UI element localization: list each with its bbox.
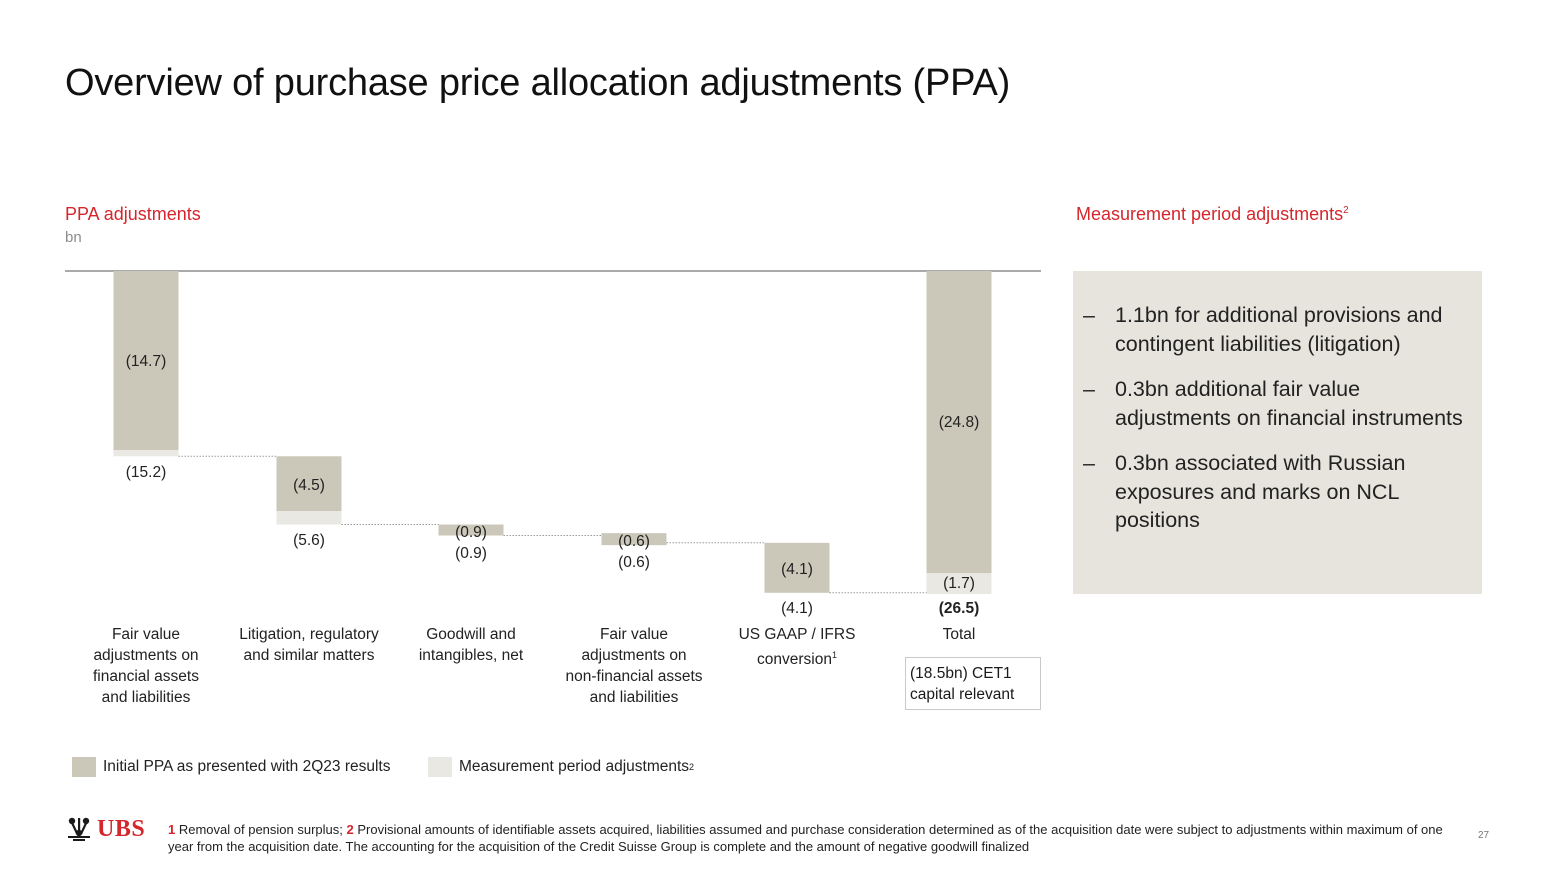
bar-initial-0	[113, 271, 179, 451]
cet1-callout: (18.5bn) CET1 capital relevant	[905, 657, 1041, 710]
side-list-item: – 0.3bn additional fair value adjustment…	[1083, 375, 1466, 432]
measurement-adjustments-box: – 1.1bn for additional provisions and co…	[1073, 271, 1482, 594]
data-label-initial-2: (0.9)	[455, 524, 487, 541]
category-label-line: conversion1	[757, 650, 837, 669]
data-label-total-5: (26.5)	[939, 600, 980, 617]
category-label-line: adjustments on	[93, 647, 199, 664]
legend-label-initial: Initial PPA as presented with 2Q23 resul…	[103, 758, 391, 775]
bullet-dash: –	[1083, 303, 1095, 327]
footnote-1-text: Removal of pension surplus;	[178, 822, 343, 837]
data-label-total-0: (15.2)	[126, 464, 167, 481]
data-label-initial-4: (4.1)	[781, 561, 813, 578]
category-label-4: US GAAP / IFRS conversion1	[712, 624, 882, 670]
category-label-line: and liabilities	[589, 689, 679, 706]
category-label-1: Litigation, regulatory and similar matter…	[224, 624, 394, 666]
callout-line-2: capital relevant	[910, 686, 1015, 703]
data-label-measurement-5: (1.7)	[943, 575, 975, 592]
category-label-line: adjustments on	[581, 647, 687, 664]
category-label-line: intangibles, net	[418, 647, 524, 664]
footnote-2-number: 2	[346, 822, 354, 837]
legend-footnote-measurement: 2	[689, 762, 695, 772]
legend-item-initial: Initial PPA as presented with 2Q23 resul…	[72, 757, 390, 777]
category-label-line: Fair value	[111, 626, 181, 643]
category-label-line: Total	[942, 626, 976, 643]
category-label-line: and liabilities	[101, 689, 191, 706]
ubs-keys-icon	[68, 817, 90, 841]
legend-swatch-measurement	[428, 757, 452, 777]
data-label-initial-1: (4.5)	[293, 477, 325, 494]
bullet-dash: –	[1083, 377, 1095, 401]
data-label-initial-5: (24.8)	[939, 414, 980, 431]
waterfall-chart: (14.7) (4.5) (0.9) (0.6) (4.1) (24.8) (1.7) (15…	[65, 270, 1041, 617]
bar-initial-4	[764, 542, 830, 593]
legend-item-measurement: Measurement period adjustments 2	[428, 757, 694, 777]
side-list-item-text: 0.3bn associated with Russian exposures …	[1115, 451, 1406, 532]
category-label-5: Total	[874, 624, 1044, 645]
category-label-line: non-financial assets	[565, 668, 703, 685]
data-label-total-1: (5.6)	[293, 532, 325, 549]
category-label-line: Litigation, regulatory	[239, 626, 379, 643]
side-panel-heading: Measurement period adjustments2	[1076, 204, 1349, 225]
chart-heading: PPA adjustments	[65, 204, 201, 224]
bar-initial-2	[438, 524, 504, 536]
bar-initial-3	[601, 533, 667, 546]
bar-measurement-1	[276, 511, 342, 525]
side-list-item-text: 1.1bn for additional provisions and cont…	[1115, 303, 1443, 356]
footnote-2-text: Provisional amounts of identifiable asse…	[168, 822, 1443, 854]
ubs-logo: UBS	[64, 814, 145, 844]
side-list-item: – 0.3bn associated with Russian exposure…	[1083, 449, 1466, 535]
bar-measurement-5	[926, 573, 992, 594]
category-label-line: and similar matters	[243, 647, 375, 664]
category-label-line: Fair value	[599, 626, 669, 643]
side-list-item-text: 0.3bn additional fair value adjustments …	[1115, 377, 1463, 430]
page-number: 27	[1478, 830, 1490, 841]
category-label-line: financial assets	[93, 668, 199, 685]
legend-label-measurement: Measurement period adjustments	[459, 758, 690, 775]
category-footnote: 1	[831, 650, 837, 660]
bar-initial-5	[926, 271, 992, 574]
side-panel-heading-text: Measurement period adjustments	[1076, 204, 1344, 224]
side-list-item: – 1.1bn for additional provisions and co…	[1083, 301, 1466, 358]
category-label-line: Goodwill and	[426, 626, 516, 643]
bar-measurement-0	[113, 450, 179, 457]
bar-initial-1	[276, 456, 342, 512]
side-panel-heading-footnote: 2	[1343, 205, 1349, 216]
footnote-1-number: 1	[168, 822, 176, 837]
data-label-initial-3: (0.6)	[618, 533, 650, 550]
bullet-dash: –	[1083, 451, 1095, 475]
category-label-line: US GAAP / IFRS	[738, 626, 856, 643]
callout-line-1: (18.5bn) CET1	[910, 665, 1012, 682]
data-label-total-3: (0.6)	[618, 554, 650, 571]
category-label-0: Fair value adjustments on financial assets…	[61, 624, 231, 708]
footnotes: 1 Removal of pension surplus; 2 Provisio…	[168, 821, 1458, 855]
data-label-initial-0: (14.7)	[126, 353, 167, 370]
category-label-3: Fair value adjustments on non-financial as…	[549, 624, 719, 708]
page-title: Overview of purchase price allocation ad…	[65, 62, 1011, 104]
data-label-total-4: (4.1)	[781, 600, 813, 617]
chart-unit: bn	[65, 229, 82, 246]
category-label-2: Goodwill and intangibles, net	[386, 624, 556, 666]
ubs-logo-text: UBS	[97, 815, 146, 842]
legend-swatch-initial	[72, 757, 96, 777]
data-label-total-2: (0.9)	[455, 545, 487, 562]
